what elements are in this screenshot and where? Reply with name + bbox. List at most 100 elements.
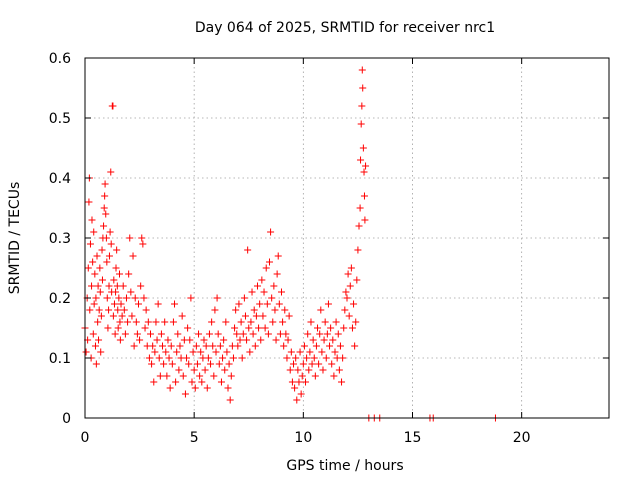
data-point xyxy=(286,366,294,374)
data-point xyxy=(244,246,252,254)
data-point xyxy=(343,294,351,302)
y-axis-label: SRMTID / TECUs xyxy=(7,182,23,295)
data-point xyxy=(136,336,144,344)
data-point xyxy=(293,396,301,404)
data-point xyxy=(292,354,300,362)
data-point xyxy=(221,366,229,374)
data-point xyxy=(270,282,278,290)
data-point xyxy=(324,300,332,308)
data-point xyxy=(89,330,97,338)
data-point xyxy=(100,222,108,230)
y-tick-label: 0.4 xyxy=(49,171,71,187)
data-point xyxy=(305,366,313,374)
data-point xyxy=(190,366,198,374)
data-point xyxy=(350,300,358,308)
x-tick-label: 5 xyxy=(190,430,199,446)
data-point xyxy=(241,312,249,320)
data-point xyxy=(214,330,222,338)
data-point xyxy=(103,294,111,302)
data-point xyxy=(212,348,220,356)
data-point xyxy=(362,162,370,170)
data-point xyxy=(351,342,359,350)
data-point xyxy=(92,360,100,368)
grid-layer xyxy=(85,58,609,418)
data-point xyxy=(213,294,221,302)
data-point xyxy=(336,342,344,350)
data-point xyxy=(151,348,159,356)
data-point xyxy=(101,192,109,200)
data-point xyxy=(96,288,104,296)
data-point xyxy=(267,228,275,236)
data-point xyxy=(113,246,121,254)
data-point xyxy=(291,384,299,392)
chart-title: Day 064 of 2025, SRMTID for receiver nrc… xyxy=(195,20,495,36)
data-point xyxy=(105,252,113,260)
data-point xyxy=(300,342,308,350)
x-axis-label: GPS time / hours xyxy=(286,458,403,474)
data-point xyxy=(169,318,177,326)
data-point xyxy=(208,318,216,326)
data-point xyxy=(302,378,310,386)
data-point xyxy=(352,318,360,326)
data-point xyxy=(219,354,227,362)
data-point xyxy=(115,270,123,278)
data-point xyxy=(205,330,213,338)
data-point xyxy=(134,300,142,308)
data-point xyxy=(84,264,92,272)
data-point xyxy=(137,282,145,290)
data-point xyxy=(175,366,183,374)
data-point xyxy=(173,348,181,356)
data-point xyxy=(347,264,355,272)
data-point xyxy=(298,372,306,380)
data-point xyxy=(88,282,96,290)
data-point xyxy=(353,276,361,284)
data-point xyxy=(209,342,217,350)
data-point xyxy=(326,342,334,350)
data-point xyxy=(100,204,108,212)
data-point xyxy=(157,330,165,338)
data-point xyxy=(168,360,176,368)
data-point xyxy=(106,228,114,236)
data-point xyxy=(90,228,98,236)
data-point xyxy=(155,354,163,362)
data-point xyxy=(340,324,348,332)
data-point xyxy=(327,324,335,332)
data-point xyxy=(174,330,182,338)
data-point xyxy=(360,192,368,200)
data-point xyxy=(101,180,109,188)
data-point xyxy=(148,360,156,368)
data-point xyxy=(111,330,119,338)
data-point xyxy=(328,360,336,368)
data-point xyxy=(104,324,112,332)
data-point xyxy=(332,318,340,326)
data-point xyxy=(138,234,146,242)
data-point xyxy=(237,318,245,326)
data-point xyxy=(295,378,303,386)
data-point xyxy=(160,360,168,368)
data-point xyxy=(331,348,339,356)
data-point xyxy=(97,312,105,320)
data-point xyxy=(210,372,218,380)
data-point xyxy=(278,288,285,296)
data-point xyxy=(248,288,256,296)
data-point xyxy=(358,66,366,74)
data-point xyxy=(231,324,239,332)
data-point xyxy=(311,372,319,380)
data-point xyxy=(156,372,164,380)
data-point xyxy=(171,300,179,308)
data-point xyxy=(110,300,118,308)
data-point xyxy=(265,258,273,266)
data-point xyxy=(222,318,230,326)
data-point xyxy=(357,156,365,164)
data-point xyxy=(166,384,174,392)
data-point xyxy=(251,342,259,350)
data-point xyxy=(122,294,130,302)
data-point xyxy=(323,330,331,338)
data-point xyxy=(357,120,365,128)
x-tick-label: 15 xyxy=(404,430,422,446)
data-point xyxy=(285,312,293,320)
data-point xyxy=(342,288,350,296)
data-point xyxy=(303,354,311,362)
data-point xyxy=(116,318,124,326)
